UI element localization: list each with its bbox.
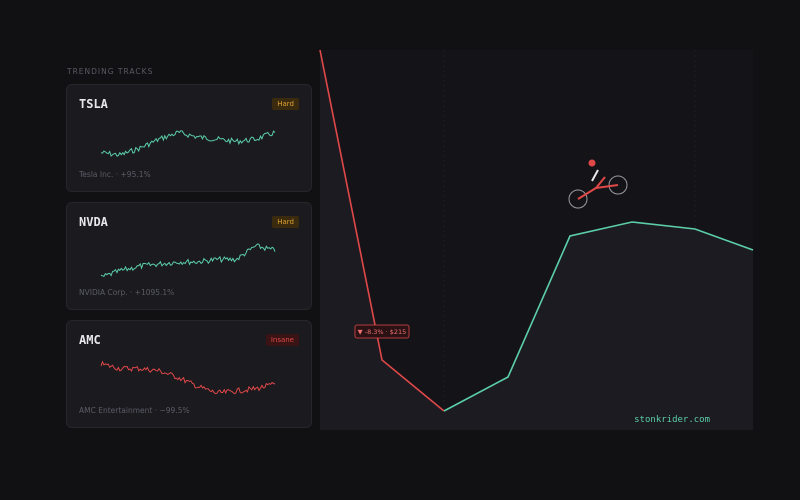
sparkline-path xyxy=(100,130,276,157)
sparkline-path xyxy=(100,243,276,278)
section-heading: TRENDING TRACKS xyxy=(67,67,154,76)
watermark: stonkrider.com xyxy=(634,415,710,425)
card-subtitle: AMC Entertainment · −99.5% xyxy=(79,406,190,415)
track-up xyxy=(443,221,754,412)
ticker: AMC xyxy=(79,333,101,347)
track-card[interactable]: TSLA Hard Tesla Inc. · +95.1% xyxy=(66,84,312,192)
track-down xyxy=(319,49,445,412)
card-subtitle: Tesla Inc. · +95.1% xyxy=(79,170,151,179)
sparkline xyxy=(100,360,276,395)
track-card[interactable]: AMC Insane AMC Entertainment · −99.5% xyxy=(66,320,312,428)
track-card[interactable]: NVDA Hard NVIDIA Corp. · +1095.1% xyxy=(66,202,312,310)
price-marker: ▼ -8.3% · $215 xyxy=(358,328,407,336)
sparkline xyxy=(100,243,276,278)
bike xyxy=(568,159,628,209)
difficulty-badge: Hard xyxy=(272,216,299,228)
card-subtitle: NVIDIA Corp. · +1095.1% xyxy=(79,288,175,297)
ticker: NVDA xyxy=(79,215,108,229)
ticker: TSLA xyxy=(79,97,108,111)
difficulty-badge: Hard xyxy=(272,98,299,110)
difficulty-badge: Insane xyxy=(265,334,299,346)
track-fill xyxy=(320,50,753,430)
sparkline xyxy=(100,130,276,157)
sparkline-path xyxy=(100,360,276,395)
marker-box xyxy=(354,324,410,339)
